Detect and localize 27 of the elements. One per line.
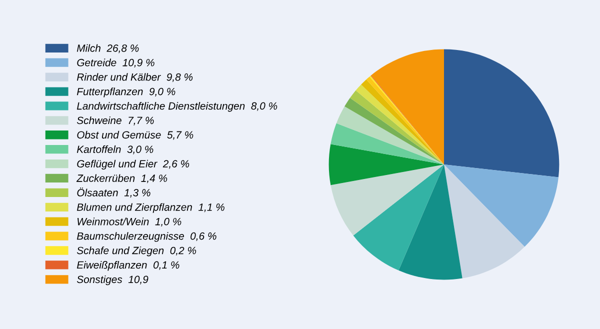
- pie-slice: [328, 144, 444, 186]
- pie-slice: [371, 49, 444, 164]
- legend-label: Futterpflanzen 9,0 %: [76, 88, 176, 98]
- pie-slice: [444, 164, 525, 278]
- legend-label: Ölsaaten 1,3 %: [77, 188, 150, 198]
- legend-label: Weinmost/Wein 1,0 %: [78, 218, 182, 227]
- legend-label: Milch 26,8 %: [76, 44, 139, 54]
- legend-label: Getreide 10,9 %: [77, 58, 154, 68]
- legend-label: Schweine 7,7 %: [76, 116, 154, 126]
- pie-slice: [336, 106, 444, 164]
- legend-label: Blumen und Zierpflanzen 1,1 %: [76, 203, 224, 213]
- pie-slice: [444, 49, 560, 178]
- pie-slice: [398, 164, 462, 280]
- legend-label: Landwirtschaftliche Dienstleistungen 8,0 %: [76, 102, 278, 112]
- legend-label: Kartoffeln 3,0 %: [76, 145, 154, 154]
- pie-slice: [444, 164, 558, 247]
- pie-slice: [330, 164, 444, 236]
- pie-slice: [330, 123, 444, 164]
- legend-label: Zuckerrüben 1,4 %: [76, 174, 168, 184]
- legend-label: Rinder und Kälber 9,8 %: [76, 73, 193, 82]
- legend-label: Obst und Gemüse 5,7 %: [77, 130, 194, 140]
- legend-label: Eiweißpflanzen 0,1 %: [76, 261, 180, 271]
- legend-label: Geflügel und Eier 2,6 %: [77, 160, 190, 170]
- legend-label: Sonstiges 10,9: [76, 275, 148, 286]
- legend-label: Baumschulerzeugnisse 0,6 %: [76, 232, 216, 242]
- pie-slice: [353, 164, 444, 270]
- legend-label: Schafe und Ziegen 0,2 %: [76, 246, 196, 256]
